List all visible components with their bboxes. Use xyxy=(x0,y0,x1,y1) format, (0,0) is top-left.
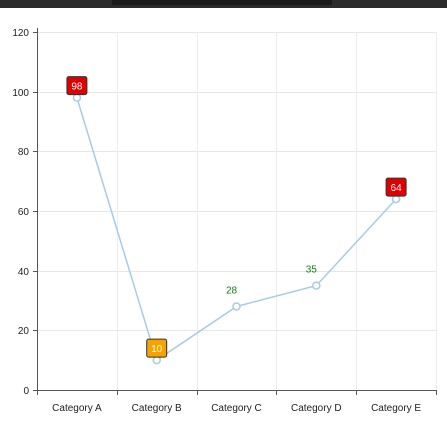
data-label: 98 xyxy=(71,82,83,93)
data-point-marker xyxy=(232,302,241,311)
grid-lines xyxy=(37,32,437,390)
x-tick-label: Category E xyxy=(371,403,421,414)
data-label: 35 xyxy=(306,265,318,276)
data-point-marker xyxy=(152,355,161,365)
x-tick-label: Category A xyxy=(52,403,102,414)
y-tick-label: 0 xyxy=(23,386,29,397)
y-tick-label: 60 xyxy=(18,207,30,218)
data-label: 10 xyxy=(151,344,163,355)
data-labels: 98 10 28 35 64 xyxy=(66,76,407,358)
x-tick-label: Category B xyxy=(132,403,182,414)
axes: 0 20 40 60 80 100 120 Category A Category B Categ… xyxy=(12,28,437,414)
window-top-bar xyxy=(0,0,447,8)
data-point-marker xyxy=(391,194,401,204)
series-polyline xyxy=(76,97,397,362)
data-label-box xyxy=(385,177,407,197)
y-tick-label: 120 xyxy=(12,28,29,39)
window-top-bar-handle xyxy=(112,0,332,5)
x-tick-label: Category C xyxy=(211,403,262,414)
series-line xyxy=(72,93,401,365)
y-tick-label: 40 xyxy=(18,267,30,278)
data-label-box xyxy=(146,338,168,358)
data-label: 64 xyxy=(391,183,403,194)
x-tick-label: Category D xyxy=(291,403,342,414)
y-tick-label: 20 xyxy=(18,326,30,337)
data-label: 28 xyxy=(226,285,238,296)
data-label-box xyxy=(66,76,88,96)
data-point-marker xyxy=(312,281,321,290)
y-tick-label: 100 xyxy=(12,88,29,99)
data-point-marker xyxy=(72,93,82,102)
y-tick-label: 80 xyxy=(18,147,30,158)
